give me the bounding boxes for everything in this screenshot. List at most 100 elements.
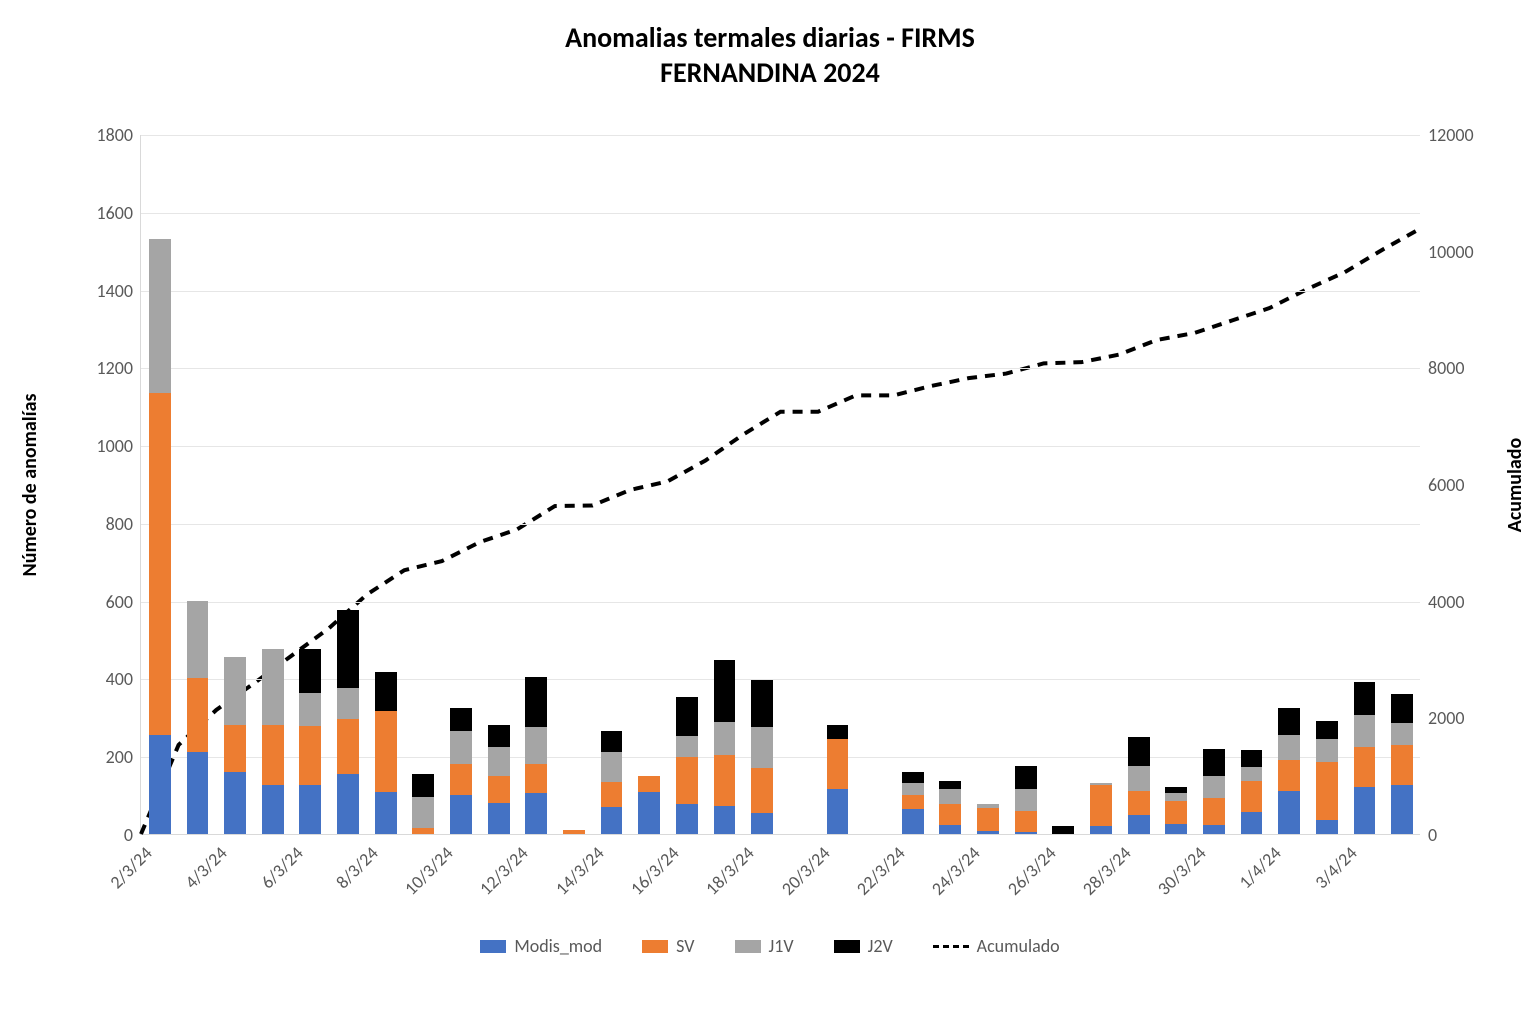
bar-segment-j1v	[525, 727, 547, 764]
bar-segment-sv	[638, 776, 660, 792]
bar-segment-j1v	[1278, 735, 1300, 760]
bar-segment-sv	[525, 764, 547, 793]
gridline	[141, 602, 1420, 603]
bar-segment-j2v	[1278, 708, 1300, 735]
ytick-right: 12000	[1420, 124, 1474, 146]
bar-segment-modis_mod	[1015, 832, 1037, 834]
chart-title-line1: Anomalias termales diarias - FIRMS	[20, 20, 1520, 55]
ytick-left: 1000	[97, 435, 142, 457]
xtick: 20/3/24	[777, 842, 835, 900]
bar-segment-sv	[939, 804, 961, 825]
bar-slot	[1391, 135, 1413, 834]
bar-segment-j2v	[1128, 737, 1150, 766]
bar-segment-sv	[1241, 781, 1263, 812]
legend-swatch-sv	[642, 940, 668, 953]
bar-segment-j2v	[1316, 721, 1338, 739]
bar-segment-modis_mod	[262, 785, 284, 834]
ytick-left: 800	[106, 513, 141, 535]
bar-segment-j2v	[488, 725, 510, 746]
bar-segment-sv	[1391, 745, 1413, 786]
bar-segment-j2v	[1052, 826, 1074, 834]
bar-segment-j1v	[450, 731, 472, 764]
ytick-left: 1800	[97, 124, 142, 146]
bar-segment-j2v	[827, 725, 849, 739]
bar-segment-j1v	[1015, 789, 1037, 810]
bar-slot	[1203, 135, 1225, 834]
bar-segment-modis_mod	[1128, 815, 1150, 834]
bar-stack	[1354, 682, 1376, 834]
bar-segment-j1v	[1203, 776, 1225, 797]
bar-stack	[751, 680, 773, 834]
bar-slot	[525, 135, 547, 834]
bar-segment-sv	[1015, 811, 1037, 832]
bar-segment-j1v	[939, 789, 961, 805]
bar-segment-modis_mod	[676, 804, 698, 834]
bar-slot	[1165, 135, 1187, 834]
bar-slot	[187, 135, 209, 834]
ytick-right: 4000	[1420, 591, 1465, 613]
bar-segment-sv	[902, 795, 924, 809]
bar-segment-modis_mod	[299, 785, 321, 834]
bar-segment-modis_mod	[525, 793, 547, 834]
bar-stack	[262, 649, 284, 834]
bar-stack	[525, 677, 547, 834]
gridline	[141, 291, 1420, 292]
bar-stack	[488, 725, 510, 834]
bar-stack	[977, 804, 999, 834]
bar-segment-modis_mod	[939, 825, 961, 834]
ytick-right: 0	[1420, 824, 1437, 846]
xtick: 12/3/24	[475, 842, 533, 900]
bar-segment-modis_mod	[902, 809, 924, 834]
bar-segment-j2v	[337, 610, 359, 688]
bar-segment-sv	[1090, 785, 1112, 826]
bar-segment-sv	[375, 711, 397, 793]
bar-segment-modis_mod	[827, 789, 849, 834]
ytick-right: 10000	[1420, 241, 1474, 263]
bar-slot	[224, 135, 246, 834]
bar-segment-j2v	[1015, 766, 1037, 789]
legend-label-j2v: J2V	[868, 935, 893, 957]
ytick-right: 8000	[1420, 357, 1465, 379]
ytick-left: 600	[106, 591, 141, 613]
bar-segment-modis_mod	[224, 772, 246, 834]
bar-segment-sv	[714, 755, 736, 806]
bar-segment-j1v	[187, 601, 209, 679]
bar-stack	[337, 610, 359, 834]
bar-segment-sv	[187, 678, 209, 752]
bar-segment-modis_mod	[337, 774, 359, 834]
bar-stack	[1316, 721, 1338, 834]
legend-item-j1v: J1V	[735, 935, 794, 957]
bar-slot	[375, 135, 397, 834]
bar-slot	[751, 135, 773, 834]
bar-slot	[676, 135, 698, 834]
xtick: 4/3/24	[181, 842, 232, 893]
bar-stack	[714, 660, 736, 834]
ytick-left: 1600	[97, 202, 142, 224]
xtick: 18/3/24	[701, 842, 759, 900]
ytick-left: 200	[106, 746, 141, 768]
bar-segment-modis_mod	[977, 831, 999, 834]
bar-segment-sv	[224, 725, 246, 772]
bar-slot	[638, 135, 660, 834]
gridline	[141, 368, 1420, 369]
ytick-right: 2000	[1420, 707, 1465, 729]
legend-label-modis: Modis_mod	[514, 935, 602, 957]
xtick: 24/3/24	[927, 842, 985, 900]
bar-slot	[337, 135, 359, 834]
xtick: 3/4/24	[1310, 842, 1361, 893]
xtick: 6/3/24	[256, 842, 307, 893]
legend-swatch-modis	[480, 940, 506, 953]
bar-slot	[1015, 135, 1037, 834]
bar-slot	[864, 135, 886, 834]
xtick: 30/3/24	[1153, 842, 1211, 900]
legend-item-sv: SV	[642, 935, 694, 957]
bar-segment-modis_mod	[488, 803, 510, 834]
bar-segment-j1v	[601, 752, 623, 781]
bar-slot	[977, 135, 999, 834]
bar-segment-sv	[299, 726, 321, 784]
bar-segment-modis_mod	[1316, 820, 1338, 834]
xtick: 1/4/24	[1235, 842, 1286, 893]
bar-segment-sv	[488, 776, 510, 803]
bar-segment-modis_mod	[1241, 812, 1263, 834]
chart-container: Anomalias termales diarias - FIRMS FERNA…	[20, 20, 1520, 1007]
